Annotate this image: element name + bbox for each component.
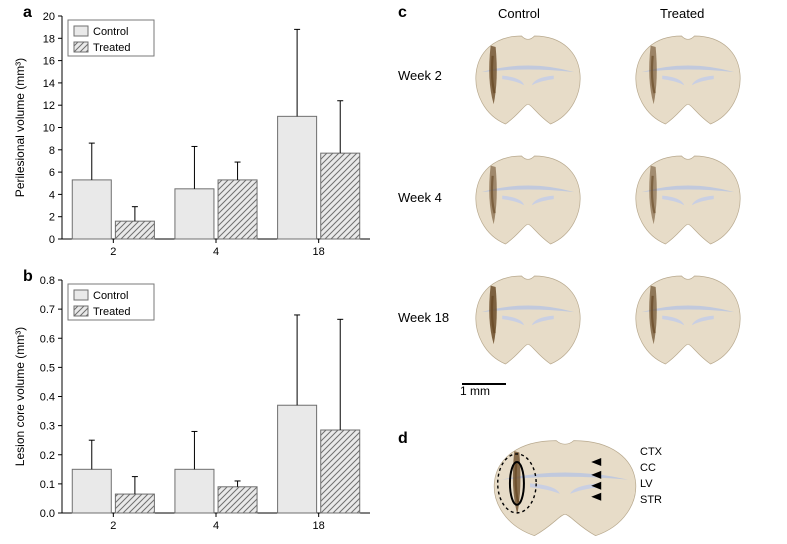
svg-text:18: 18 bbox=[313, 246, 325, 258]
anno-ctx: CTX bbox=[640, 446, 662, 458]
svg-text:0.7: 0.7 bbox=[40, 304, 55, 316]
svg-text:0: 0 bbox=[49, 234, 55, 246]
brain-week18-treated bbox=[618, 268, 758, 368]
anno-lv: LV bbox=[640, 478, 653, 490]
svg-text:12: 12 bbox=[43, 100, 55, 112]
svg-text:18: 18 bbox=[313, 520, 325, 532]
svg-text:16: 16 bbox=[43, 56, 55, 68]
brain-d bbox=[470, 432, 660, 540]
svg-text:0.2: 0.2 bbox=[40, 450, 55, 462]
brain-week2-treated bbox=[618, 28, 758, 128]
svg-text:14: 14 bbox=[43, 78, 55, 90]
col-header-control: Control bbox=[498, 6, 540, 21]
col-header-treated: Treated bbox=[660, 6, 704, 21]
svg-text:Control: Control bbox=[93, 290, 128, 302]
svg-text:4: 4 bbox=[49, 189, 55, 201]
svg-text:Lesion core volume (mm³): Lesion core volume (mm³) bbox=[13, 327, 27, 466]
figure-root: a b c d 02468101214161820Perilesional vo… bbox=[0, 0, 787, 544]
svg-text:0.4: 0.4 bbox=[40, 392, 55, 404]
svg-text:4: 4 bbox=[213, 520, 219, 532]
brain-week4-control bbox=[458, 148, 598, 248]
svg-text:2: 2 bbox=[110, 520, 116, 532]
svg-text:2: 2 bbox=[49, 212, 55, 224]
svg-text:20: 20 bbox=[43, 11, 55, 23]
svg-text:10: 10 bbox=[43, 123, 55, 135]
svg-text:6: 6 bbox=[49, 167, 55, 179]
svg-text:4: 4 bbox=[213, 246, 219, 258]
chart-b: 0.0 0.1 0.2 0.3 0.4 0.5 0.6 0.7 0.8 Lesion core v… bbox=[10, 272, 380, 537]
brain-week2-control bbox=[458, 28, 598, 128]
row-header-week18: Week 18 bbox=[398, 310, 449, 325]
svg-text:8: 8 bbox=[49, 145, 55, 157]
brain-week18-control bbox=[458, 268, 598, 368]
svg-text:0.5: 0.5 bbox=[40, 362, 55, 374]
svg-text:0.3: 0.3 bbox=[40, 421, 55, 433]
scalebar-label: 1 mm bbox=[460, 384, 490, 398]
svg-text:0.1: 0.1 bbox=[40, 479, 55, 491]
anno-str: STR bbox=[640, 494, 662, 506]
brain-week4-treated bbox=[618, 148, 758, 248]
chart-a: 0 2 4 6 8 10 12 14 16 18 20 Perilesional volume (mm… bbox=[10, 8, 380, 263]
panel-label-d: d bbox=[398, 430, 408, 448]
svg-text:Control: Control bbox=[93, 26, 128, 38]
anno-cc: CC bbox=[640, 462, 656, 474]
panel-label-c: c bbox=[398, 4, 407, 22]
svg-text:0.6: 0.6 bbox=[40, 333, 55, 345]
svg-text:0.8: 0.8 bbox=[40, 275, 55, 287]
svg-text:Treated: Treated bbox=[93, 42, 131, 54]
row-header-week2: Week 2 bbox=[398, 68, 442, 83]
svg-text:Perilesional volume (mm³): Perilesional volume (mm³) bbox=[13, 58, 27, 197]
svg-text:2: 2 bbox=[110, 246, 116, 258]
row-header-week4: Week 4 bbox=[398, 190, 442, 205]
svg-text:Treated: Treated bbox=[93, 306, 131, 318]
svg-text:18: 18 bbox=[43, 33, 55, 45]
svg-text:0.0: 0.0 bbox=[40, 508, 55, 520]
